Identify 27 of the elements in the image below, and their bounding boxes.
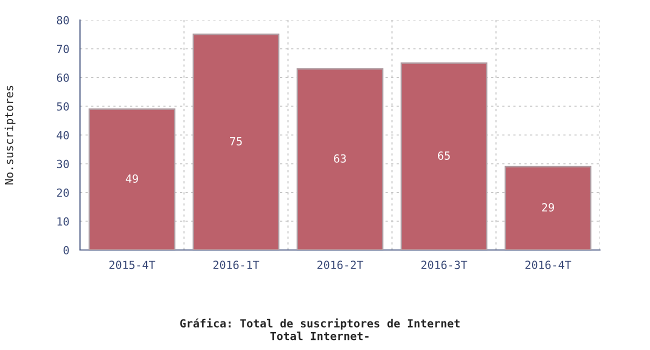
data-label: 75 [230,137,242,146]
data-label: 65 [438,151,450,160]
text: Total Internet- [270,332,369,340]
data-label: 29 [542,203,554,212]
bar [296,68,384,250]
data-label: 49 [126,174,138,183]
y-tick-label: 20 [57,188,69,197]
x-tick-label: 2016-1T [213,260,260,270]
y-tick-label: 40 [56,131,69,140]
y-axis-title: No.suscriptores [4,86,16,184]
bar [504,166,592,250]
bar [88,108,176,250]
y-tick-label: 80 [56,16,69,24]
y-tick-label: 30 [56,160,69,168]
x-tick-label: 2016-3T [421,260,468,270]
y-tick-label: 10 [58,217,69,226]
x-tick-label: 2016-4T [525,260,572,270]
x-tick-label: 2016-2T [317,260,364,270]
data-label: 63 [334,154,346,163]
bar [400,62,488,250]
y-tick-label: 50 [56,102,69,111]
text: Gráfica: Total de suscriptores de Internet [180,318,460,330]
bar [192,34,280,250]
y-tick-label: 70 [56,44,69,54]
y-tick-label: 60 [56,74,69,82]
y-tick-label: 0 [64,246,69,254]
x-tick-label: 2015-4T [109,260,156,270]
